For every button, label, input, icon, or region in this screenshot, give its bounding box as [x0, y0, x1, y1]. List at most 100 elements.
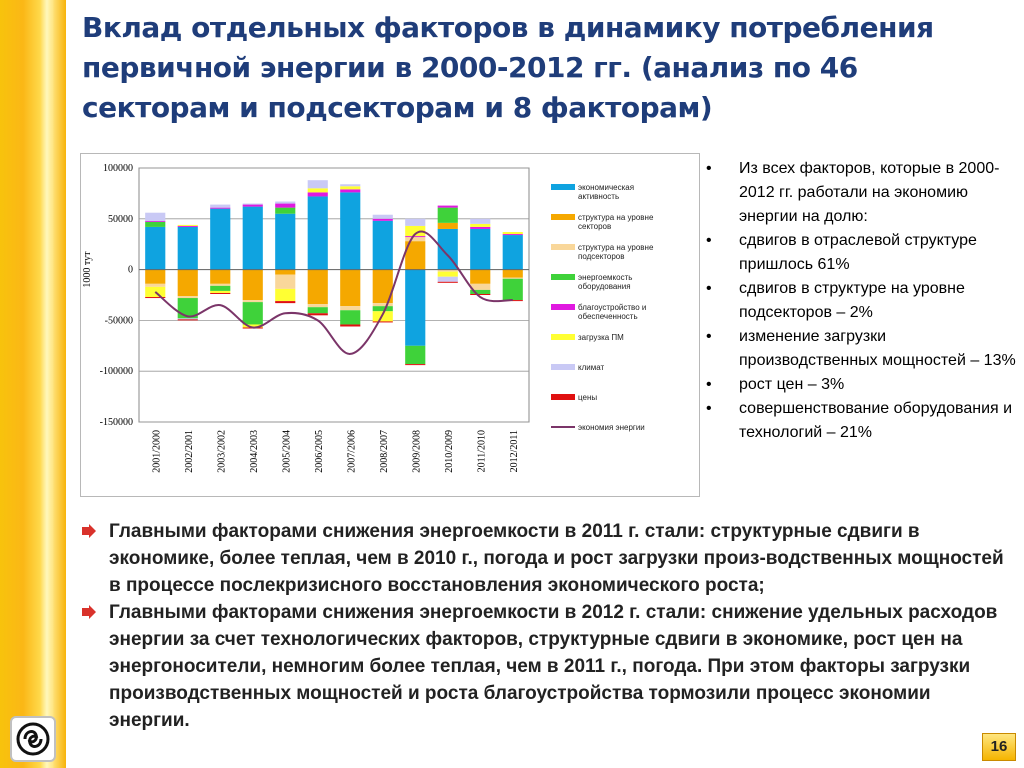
x-tick-label: 2005/2004 [281, 430, 292, 473]
bar-segment [210, 285, 231, 291]
y-tick-label: 0 [128, 265, 133, 276]
bar-segment [307, 192, 328, 197]
bar-segment [502, 300, 523, 302]
bar-segment [210, 208, 231, 270]
bar-segment [307, 269, 328, 305]
bar-segment [405, 269, 426, 346]
savings-line [154, 230, 513, 355]
bar-segment [210, 204, 231, 208]
bar-segment [372, 269, 393, 304]
bullet-item: изменение загрузки производственных мощн… [706, 325, 1018, 373]
bar-segment [177, 319, 198, 321]
legend-label: благоустройство и [578, 303, 646, 312]
bar-segment [470, 289, 491, 294]
arrow-bullet-icon [82, 524, 96, 538]
bar-segment [340, 306, 361, 311]
bar-segment [145, 226, 166, 270]
bar-segment [372, 321, 393, 323]
y-axis-title: 1000 тут [82, 251, 93, 288]
legend-label: обеспеченность [578, 312, 638, 321]
bar-segment [177, 226, 198, 270]
bar-segment [340, 184, 361, 187]
bar-segment [307, 180, 328, 189]
x-tick-label: 2012/2011 [509, 430, 520, 472]
legend-label: энергоемкость [578, 273, 632, 282]
legend-swatch [551, 304, 575, 310]
y-tick-label: -100000 [100, 366, 133, 377]
legend-label: загрузка ПМ [578, 333, 624, 342]
bar-segment [275, 201, 296, 204]
x-tick-label: 2009/2008 [411, 430, 422, 473]
bar-segment [372, 214, 393, 219]
legend-swatch [551, 274, 575, 280]
factor-contribution-chart: 100000 50000 0 -50000 -100000 -150000 1000 тут… [80, 153, 700, 497]
x-tick-label: 2004/2003 [249, 430, 260, 473]
bar-segment [242, 302, 263, 325]
bar-segment [242, 300, 263, 303]
bar-segment [437, 222, 458, 229]
bar-segment [145, 212, 166, 221]
bar-segment [275, 274, 296, 289]
bar-segment [275, 301, 296, 304]
bar-segment [307, 313, 328, 316]
bar-segment [177, 269, 198, 297]
y-tick-label: -150000 [100, 417, 133, 428]
bar-segment [470, 223, 491, 227]
findings-list: Главными факторами снижения энергоемкост… [82, 518, 1010, 734]
legend-label: экономия энергии [578, 423, 645, 432]
bar-segment [437, 281, 458, 283]
bar-segment [177, 225, 198, 227]
legend-label: активность [578, 192, 619, 201]
bar-segment [405, 218, 426, 226]
bar-segment [145, 283, 166, 287]
bar-segment [145, 220, 166, 222]
y-tick-label: 50000 [108, 214, 133, 225]
finding-text: Главными факторами снижения энергоемкост… [109, 521, 1004, 596]
bar-segment [242, 324, 263, 328]
bar-segment [340, 269, 361, 307]
bar-segment [242, 204, 263, 207]
bar-segment [275, 213, 296, 270]
bar-segment [372, 303, 393, 307]
bar-segment [210, 292, 231, 294]
bar-segment [437, 271, 458, 277]
bar-segment [437, 228, 458, 270]
bar-segment [340, 186, 361, 190]
x-tick-label: 2007/2006 [346, 430, 357, 473]
bar-segment [340, 192, 361, 270]
bar-segment [502, 277, 523, 279]
x-tick-label: 2011/2010 [476, 430, 487, 472]
bar-segment [405, 225, 426, 237]
bar-segment [242, 269, 263, 301]
bar-segment [502, 232, 523, 235]
bar-segment [242, 206, 263, 270]
bar-segment [242, 203, 263, 205]
bar-segment [145, 221, 166, 227]
page-number-badge: 16 [982, 733, 1016, 761]
bullet-item: совершенствование оборудования и техноло… [706, 397, 1018, 445]
bar-segment [177, 318, 198, 320]
arrow-bullet-icon [82, 605, 96, 619]
bar-segment [470, 269, 491, 284]
bar-segment [470, 218, 491, 224]
bar-segment [470, 283, 491, 290]
bar-segment [502, 234, 523, 236]
x-tick-label: 2010/2009 [444, 430, 455, 473]
bar-segment [210, 207, 231, 209]
bar-segment [340, 324, 361, 327]
bar-segment [437, 205, 458, 208]
bullet-item: рост цен – 3% [706, 373, 1018, 397]
bar-segment [307, 307, 328, 314]
legend-label: подсекторов [578, 252, 624, 261]
legend-label: структура на уровне [578, 213, 654, 222]
summary-bullet-list: Из всех факторов, которые в 2000-2012 гг… [706, 157, 1018, 445]
bar-segment [405, 241, 426, 270]
bar-segment [275, 288, 296, 302]
legend-swatch [551, 184, 575, 190]
bar-segment [177, 296, 198, 299]
bullet-item: сдвигов в структуре на уровне подсекторо… [706, 277, 1018, 325]
x-tick-label: 2008/2007 [379, 430, 390, 473]
bar-segment [340, 310, 361, 325]
bar-segment [275, 203, 296, 208]
x-tick-label: 2001/2000 [151, 430, 162, 473]
